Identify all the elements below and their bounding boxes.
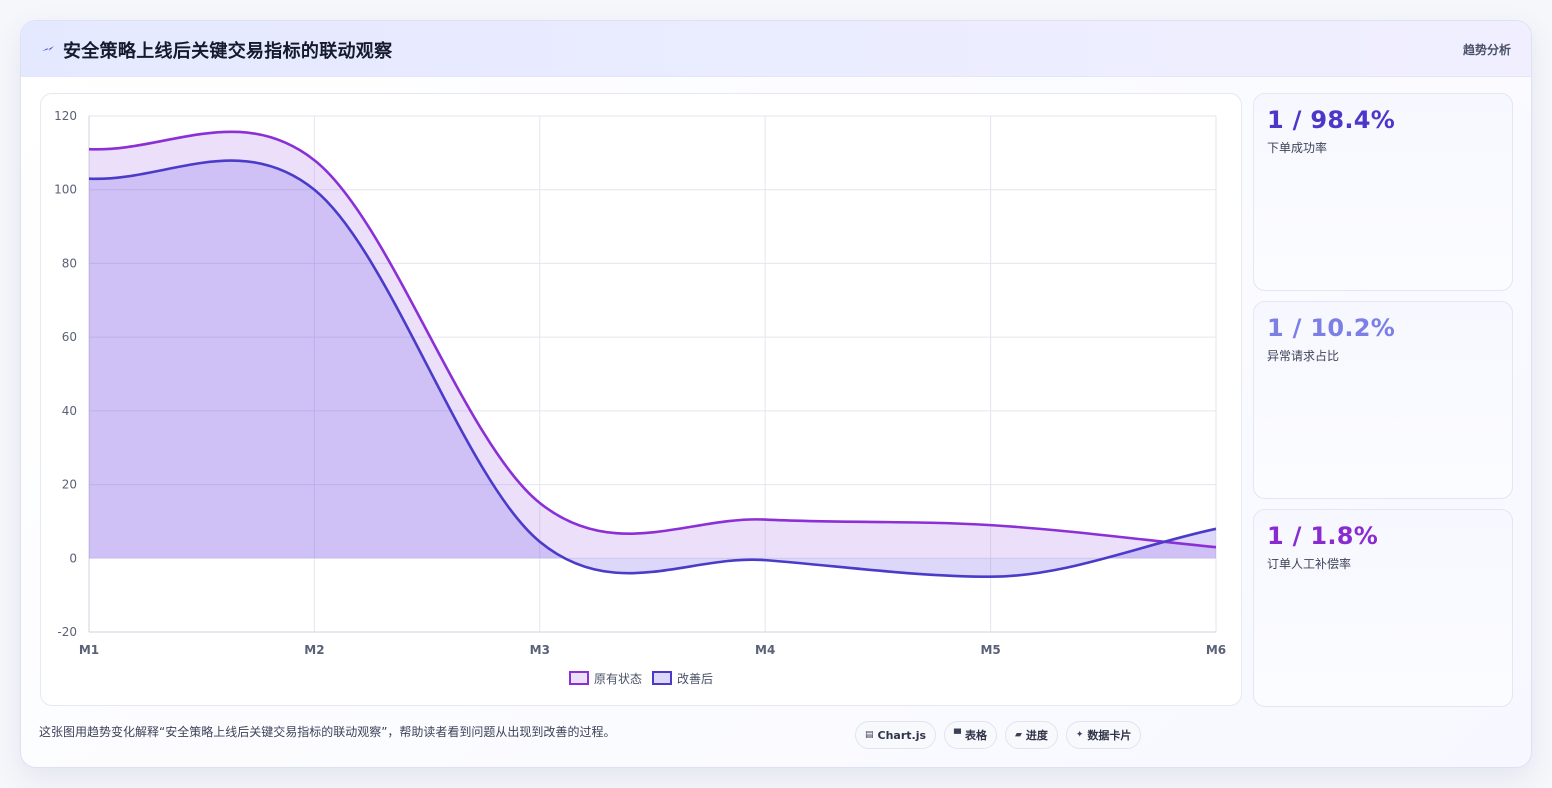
stat-card: 1 / 10.2% 异常请求占比 (1253, 301, 1513, 499)
y-tick-label: 40 (62, 404, 77, 418)
series-area-2 (89, 160, 1216, 577)
stat-label: 订单人工补偿率 (1267, 557, 1352, 571)
chart-legend: 原有状态 改善后 (41, 668, 1241, 688)
y-tick-label: 100 (54, 183, 77, 197)
legend-swatch (568, 671, 589, 685)
stat-value: 1 / 10.2% (1267, 314, 1396, 342)
stat-value: 1 / 98.4% (1267, 106, 1396, 134)
stat-cards: 1 / 98.4% 下单成功率 1 / 10.2% 异常请求占比 1 / 1.8% 订单人… (1253, 93, 1513, 707)
x-tick-label: M1 (79, 643, 99, 657)
lightning-icon (42, 46, 54, 51)
x-tick-label: M5 (980, 643, 1000, 657)
legend-item[interactable]: 原有状态 (568, 670, 642, 687)
chip-label: Chart.js (877, 728, 927, 742)
feature-chips: ▤ Chart.js ▀ 表格 ▰ 进度 ✦ 数据卡片 (855, 721, 1142, 749)
page-title: 安全策略上线后关键交易指标的联动观察 (63, 41, 393, 62)
y-tick-label: 0 (69, 551, 77, 565)
chip-sparkle[interactable]: ✦ 数据卡片 (1065, 721, 1142, 749)
chip-table[interactable]: ▀ 表格 (944, 721, 997, 749)
stat-card: 1 / 1.8% 订单人工补偿率 (1253, 509, 1513, 707)
chip-label: 表格 (964, 729, 987, 742)
legend-label: 原有状态 (593, 671, 642, 686)
y-tick-label: 60 (62, 330, 77, 344)
x-tick-label: M2 (304, 643, 324, 657)
stat-value: 1 / 1.8% (1267, 522, 1379, 550)
stat-label: 异常请求占比 (1267, 349, 1340, 363)
series-line-2 (88, 159, 1217, 579)
footer-note: 这张图用趋势变化解释“安全策略上线后关键交易指标的联动观察”，帮助读者看到问题从… (39, 725, 616, 739)
legend-item[interactable]: 改善后 (652, 670, 713, 687)
chip-label: 数据卡片 (1087, 729, 1132, 742)
legend-swatch (652, 671, 672, 685)
trend-analysis-tag[interactable]: 趋势分析 (1462, 43, 1511, 57)
chart-icon: ▤ (865, 730, 874, 740)
y-tick-label: -20 (57, 625, 77, 639)
card-header: 安全策略上线后关键交易指标的联动观察 趋势分析 (21, 21, 1531, 77)
x-tick-label: M3 (530, 643, 550, 657)
chip-label: 进度 (1025, 729, 1048, 742)
x-tick-label: M6 (1206, 643, 1226, 657)
progress-icon: ▰ (1014, 730, 1022, 740)
dashboard-card: 安全策略上线后关键交易指标的联动观察 趋势分析 -20 0 20 40 60 80 100 1… (20, 20, 1532, 768)
table-icon: ▀ (954, 730, 961, 740)
series-line-1 (88, 130, 1217, 549)
stat-card: 1 / 98.4% 下单成功率 (1253, 93, 1513, 291)
y-tick-label: 20 (62, 478, 77, 492)
sparkle-icon: ✦ (1075, 730, 1084, 740)
chart-panel: -20 0 20 40 60 80 100 120 M1 M2 M3 M4 M5 M6 原有状态 改善后 (40, 93, 1242, 706)
area-chart: -20 0 20 40 60 80 100 120 M1 M2 M3 M4 M5 M6 (54, 109, 1226, 657)
legend-label: 改善后 (677, 671, 714, 686)
y-tick-label: 80 (62, 256, 77, 270)
series-area-1 (89, 131, 1216, 559)
y-tick-label: 120 (54, 109, 77, 123)
stat-label: 下单成功率 (1267, 141, 1328, 155)
chip-progress[interactable]: ▰ 进度 (1004, 721, 1058, 749)
chip-chart[interactable]: ▤ Chart.js (855, 721, 937, 749)
x-tick-label: M4 (755, 643, 775, 657)
